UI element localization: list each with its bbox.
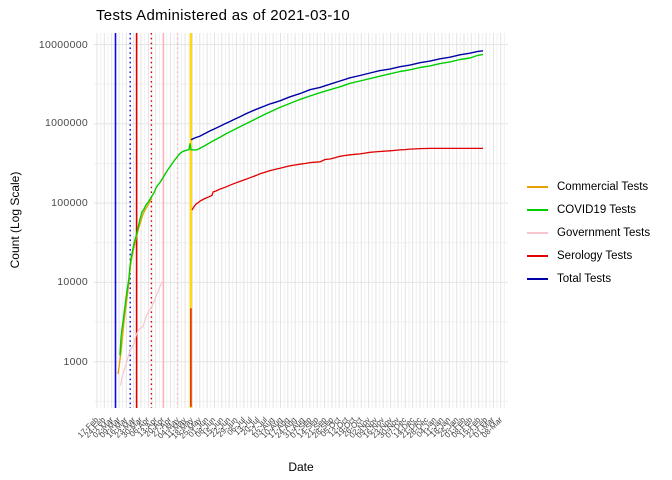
legend-key-line-icon bbox=[527, 254, 548, 257]
legend-key-line-icon bbox=[527, 231, 548, 234]
legend-item: Government Tests bbox=[527, 221, 650, 244]
legend-label: Government Tests bbox=[557, 226, 651, 239]
y-axis-title: Count (Log Scale) bbox=[8, 171, 22, 269]
series-line-total-tests bbox=[190, 50, 484, 141]
legend-label: COVID19 Tests bbox=[557, 203, 637, 216]
series-line-government-tests bbox=[119, 282, 163, 386]
y-tick-label: 10000000 bbox=[38, 38, 88, 51]
y-tick-label: 10000 bbox=[57, 276, 88, 288]
legend-key-line-icon bbox=[527, 208, 548, 211]
x-axis-title: Date bbox=[288, 460, 314, 474]
legend-item: Total Tests bbox=[527, 267, 650, 290]
legend-item: COVID19 Tests bbox=[527, 198, 650, 221]
legend: Commercial Tests COVID19 Tests Government … bbox=[527, 175, 650, 290]
series-line-covid19-tests bbox=[119, 53, 484, 356]
chart-title: Tests Administered as of 2021-03-10 bbox=[96, 7, 350, 24]
legend-label: Serology Tests bbox=[557, 249, 633, 262]
y-tick-label: 1000 bbox=[63, 355, 88, 368]
y-tick-label: 100000 bbox=[51, 196, 88, 209]
legend-item: Commercial Tests bbox=[527, 175, 650, 198]
legend-item: Serology Tests bbox=[527, 244, 650, 267]
y-tick-label: 1000000 bbox=[45, 117, 88, 129]
legend-key-line-icon bbox=[527, 277, 548, 280]
legend-label: Commercial Tests bbox=[557, 180, 649, 193]
legend-label: Total Tests bbox=[557, 272, 612, 285]
series-line-serology-tests bbox=[191, 147, 483, 211]
legend-key-line-icon bbox=[527, 185, 548, 188]
